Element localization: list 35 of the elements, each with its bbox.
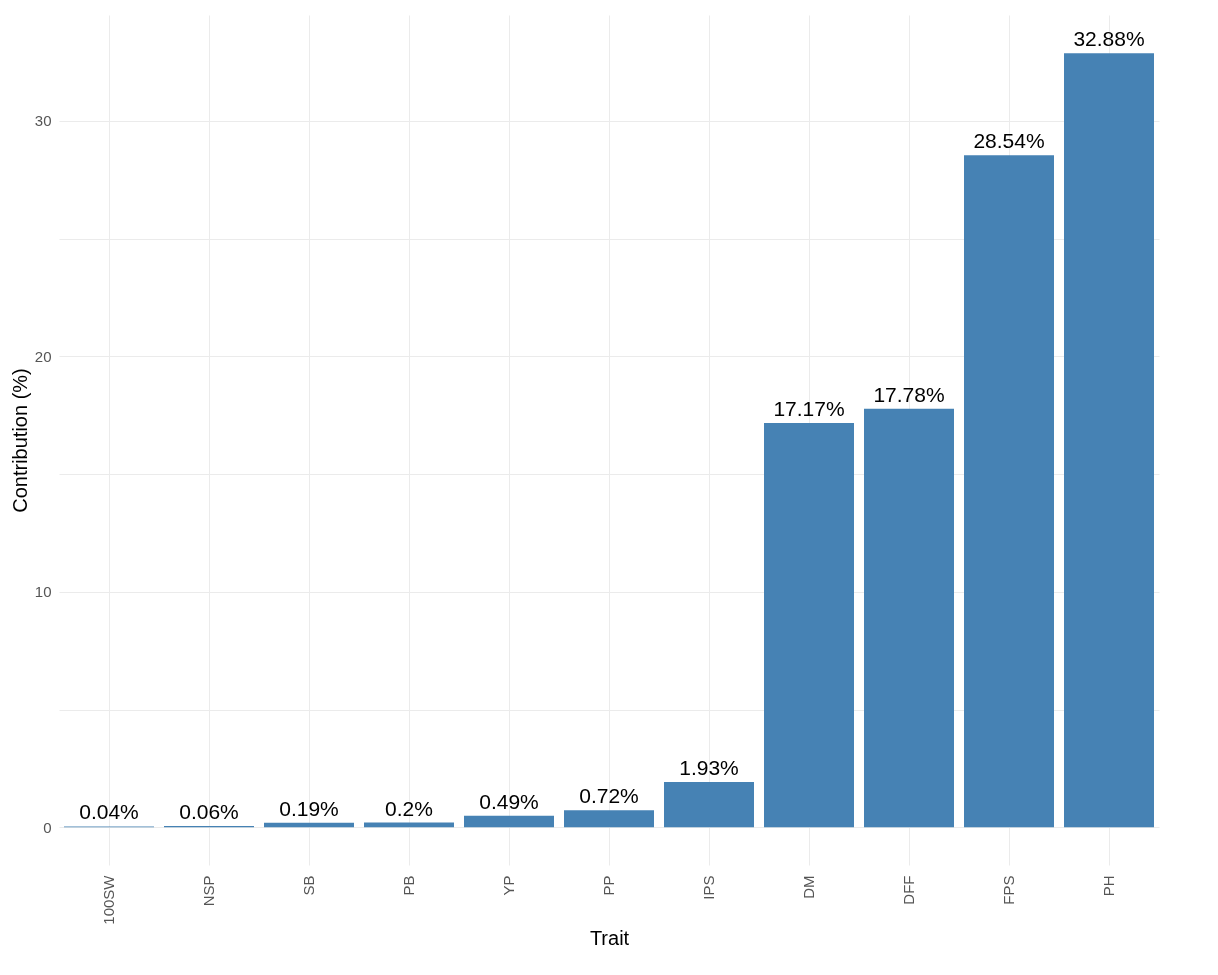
bar — [464, 815, 554, 828]
x-tick-label: PH — [1100, 875, 1117, 897]
x-tick-label: YP — [500, 875, 517, 896]
data-label: 0.2% — [385, 796, 433, 820]
x-tick-label: PP — [600, 875, 617, 896]
data-label: 0.04% — [79, 800, 139, 824]
x-axis-title: Trait — [589, 926, 630, 949]
bar — [564, 810, 654, 828]
x-tick-label: IPS — [700, 875, 717, 900]
y-tick-label: 20 — [34, 347, 52, 365]
bar — [1064, 53, 1154, 828]
data-label: 17.17% — [773, 397, 845, 421]
data-label: 0.72% — [579, 784, 639, 808]
y-axis-title: Contribution (%) — [8, 368, 31, 513]
data-label: 0.06% — [179, 799, 239, 823]
bar — [864, 408, 954, 828]
x-tick-label: NSP — [200, 875, 217, 907]
data-label: 0.19% — [279, 796, 339, 820]
data-label: 1.93% — [679, 755, 739, 779]
y-tick-label: 10 — [34, 583, 52, 601]
data-label: 28.54% — [973, 129, 1045, 153]
x-tick-label: DM — [800, 875, 817, 899]
data-label: 17.78% — [873, 382, 945, 406]
y-tick-label: 30 — [34, 112, 52, 130]
x-tick-label: PB — [400, 875, 417, 896]
x-tick-label: 100SW — [100, 874, 117, 925]
x-tick-label: FPS — [1000, 875, 1017, 905]
bar — [664, 781, 754, 828]
data-label: 0.49% — [479, 789, 539, 813]
x-tick-label: DFF — [900, 875, 917, 905]
bar — [964, 155, 1054, 828]
data-label: 32.88% — [1073, 27, 1145, 51]
x-tick-label: SB — [300, 875, 317, 896]
bar — [764, 423, 854, 828]
y-tick-label: 0 — [43, 818, 52, 836]
